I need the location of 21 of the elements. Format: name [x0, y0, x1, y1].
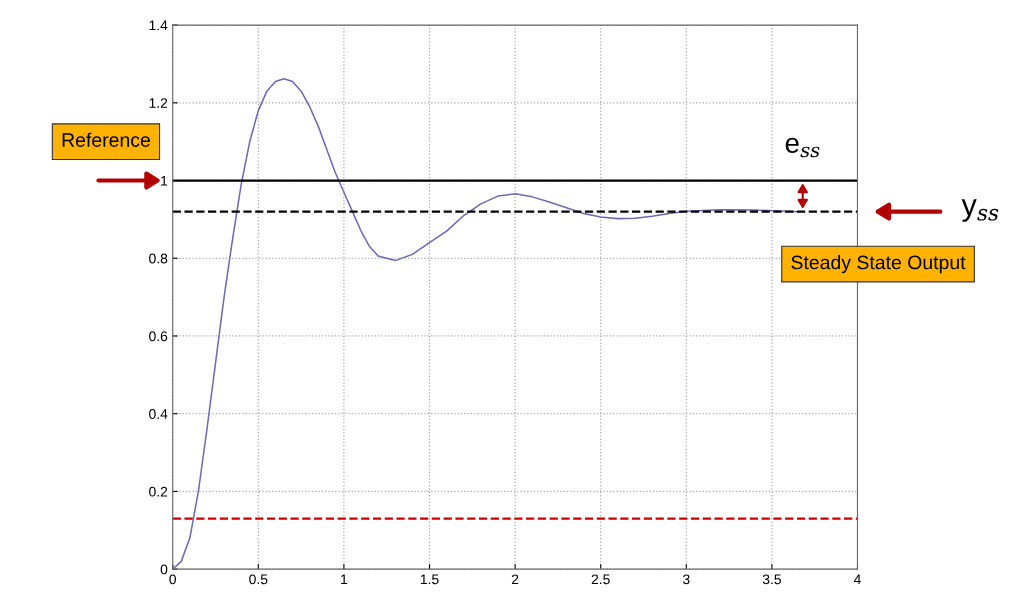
y-tick-label: 1 — [161, 176, 168, 186]
text: y$_{ss}$ — [961, 199, 999, 222]
y-tick-label: 0.8 — [149, 253, 168, 264]
annotation: e$_{ss}$ — [785, 137, 820, 158]
x-tick-label: 3 — [682, 574, 690, 585]
y-tick-label: 1.4 — [149, 20, 168, 31]
x-tick-label: 3.5 — [762, 574, 781, 585]
x-tick-label: 2 — [511, 574, 519, 585]
y-tick-label: 0.2 — [149, 486, 168, 497]
ref-line-label: Reference — [62, 132, 150, 147]
y-tick-label: 0.4 — [149, 409, 168, 419]
x-tick-label: 4 — [853, 574, 861, 585]
x-tick-label: 0.5 — [249, 574, 268, 585]
x-tick-label: 0 — [169, 574, 177, 585]
x-tick-label: 2.5 — [591, 574, 610, 585]
x-tick-label: 1.5 — [420, 574, 439, 585]
x-tick-label: 1 — [341, 574, 348, 585]
y-tick-label: 0.6 — [149, 331, 168, 342]
ref-line-label: Steady State Output — [791, 255, 966, 274]
y-tick-label: 0 — [160, 564, 168, 575]
y-tick-label: 1.2 — [149, 98, 168, 108]
